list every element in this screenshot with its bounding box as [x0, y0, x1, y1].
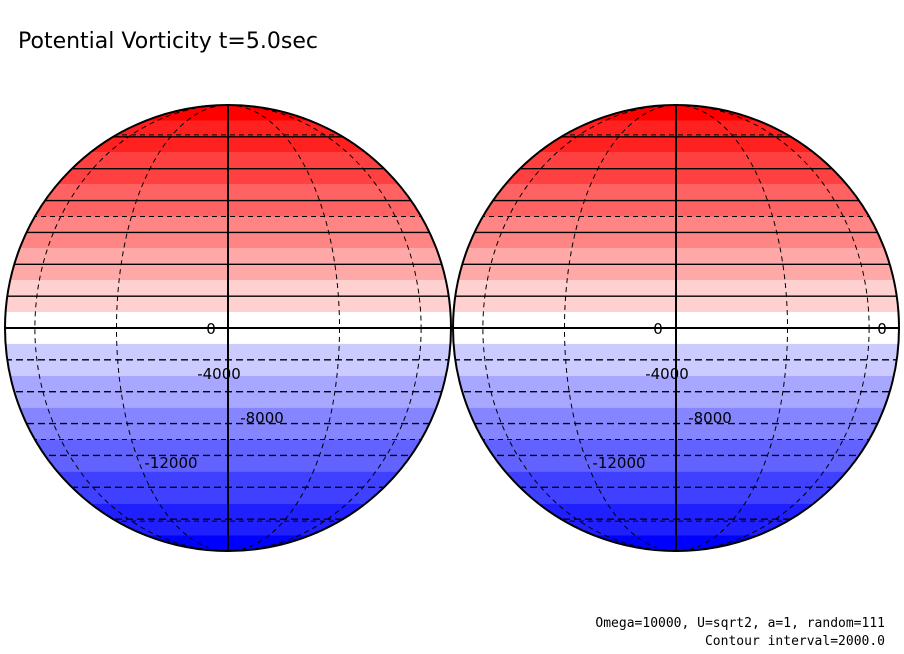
- chart-title: Potential Vorticity t=5.0sec: [18, 29, 318, 54]
- parameter-note: Omega=10000, U=sqrt2, a=1, random=111: [595, 616, 885, 631]
- globe-outline-right: [452, 104, 900, 552]
- contour-label: -8000: [240, 409, 284, 427]
- meridian-line: [34, 105, 422, 551]
- left-hemisphere-panel: 0 -4000 -8000 -12000: [4, 104, 452, 552]
- meridian-line: [482, 105, 870, 551]
- contour-label: 0: [653, 320, 663, 338]
- contour-label: -12000: [592, 454, 645, 472]
- contour-label: 0: [206, 320, 216, 338]
- meridian-line: [116, 105, 340, 551]
- contour-label: -8000: [688, 409, 732, 427]
- contour-label: -4000: [645, 365, 689, 383]
- right-hemisphere-panel: 0 0 -4000 -8000 -12000: [452, 104, 900, 552]
- globe-outline-left: [4, 104, 452, 552]
- contour-label: -12000: [144, 454, 197, 472]
- contour-label: 0: [877, 320, 887, 338]
- meridian-line: [564, 105, 788, 551]
- contour-label: -4000: [197, 365, 241, 383]
- contour-labels-right: 0 0 -4000 -8000 -12000: [592, 320, 887, 472]
- contour-labels-left: 0 -4000 -8000 -12000: [144, 320, 284, 472]
- contour-interval-note: Contour interval=2000.0: [705, 634, 885, 649]
